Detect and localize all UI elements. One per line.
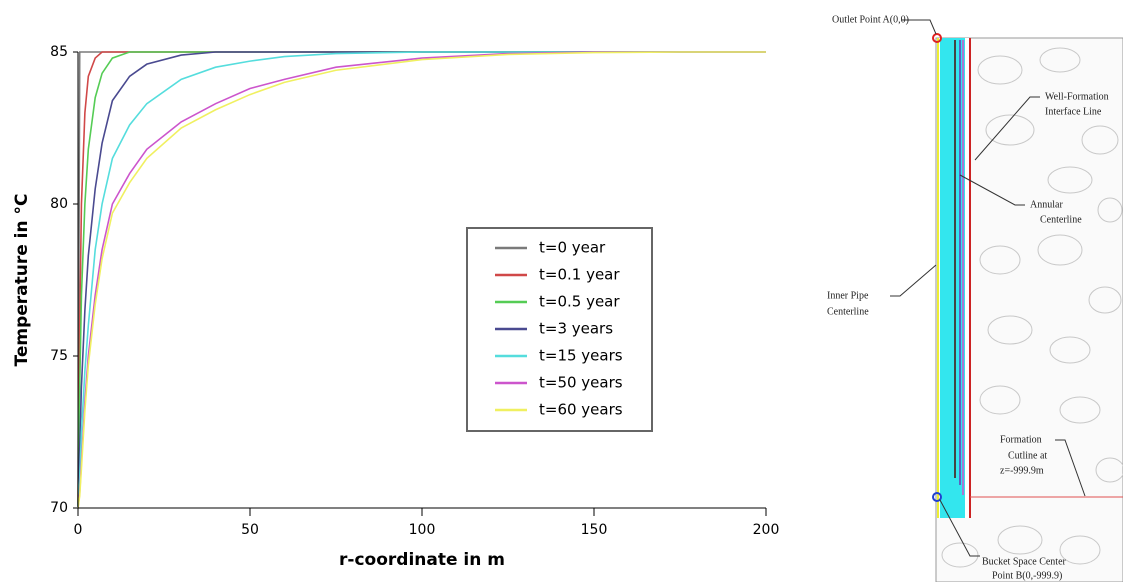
x-tick-label: 200: [753, 522, 780, 538]
label: Centerline: [827, 306, 869, 317]
label: z=-999.9m: [1000, 465, 1044, 476]
label: Point B(0,-999.9): [992, 570, 1062, 581]
x-tick-label: 0: [74, 522, 83, 538]
point-a: [932, 33, 942, 43]
legend-label: t=15 years: [539, 347, 623, 365]
legend-label: t=50 years: [539, 374, 623, 392]
rock-pattern: [941, 47, 1123, 568]
label: Inner Pipe: [827, 290, 869, 301]
series-line: [77, 51, 766, 509]
legend-label: t=0.1 year: [539, 266, 620, 284]
label: Outlet Point A(0,0): [832, 14, 909, 25]
x-tick-label: 150: [581, 522, 608, 538]
label: Cutline at: [1008, 450, 1047, 461]
label: Interface Line: [1045, 106, 1102, 117]
x-tick-label: 100: [409, 522, 436, 538]
label: Bucket Space Center: [982, 556, 1067, 567]
label: Centerline: [1040, 214, 1082, 225]
legend-label: t=0.5 year: [539, 293, 620, 311]
y-axis-label: Temperature in °C: [12, 193, 32, 366]
legend-label: t=60 years: [539, 401, 623, 419]
annulus: [940, 38, 965, 518]
leaders: [890, 19, 1086, 557]
x-tick-label: 50: [241, 522, 259, 538]
x-axis-label: r-coordinate in m: [339, 550, 505, 570]
plot-area: [78, 52, 766, 508]
label: Annular: [1030, 199, 1063, 210]
series-line: [77, 51, 766, 509]
label: Formation: [1000, 434, 1042, 445]
point-b: [932, 492, 942, 502]
legend-label: t=0 year: [539, 239, 606, 257]
y-tick-label: 85: [50, 44, 68, 60]
y-tick-label: 80: [50, 196, 68, 212]
diagram: Outlet Point A(0,0) Well-Formation Inter…: [827, 14, 1123, 582]
y-tick-label: 70: [50, 500, 68, 516]
y-tick-label: 75: [50, 348, 68, 364]
legend-label: t=3 years: [539, 320, 613, 338]
label: Well-Formation: [1045, 91, 1109, 102]
